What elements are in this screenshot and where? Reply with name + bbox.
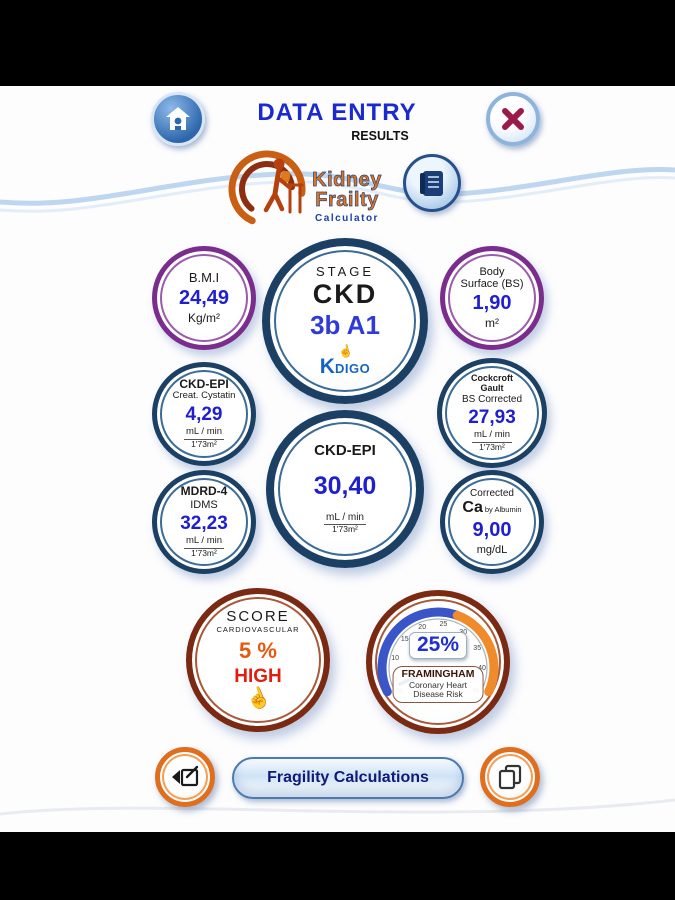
corrected-ca-label-2: by Albumin bbox=[484, 505, 522, 515]
svg-text:40: 40 bbox=[478, 665, 486, 672]
svg-text:20: 20 bbox=[418, 624, 426, 631]
cockcroft-label-2: Gault bbox=[480, 383, 504, 394]
mdrd-circle: MDRD-4 IDMS 32,23 mL / min 1'73m² bbox=[152, 470, 256, 574]
app-content: DATA ENTRY RESULTS Kidney Frailty bbox=[0, 86, 675, 832]
letterbox-top bbox=[0, 0, 675, 86]
page-subtitle: RESULTS bbox=[351, 129, 409, 143]
close-icon bbox=[502, 108, 524, 130]
kdigo-logo: ☝ K DIGO bbox=[319, 343, 371, 379]
ckd-epi-unit: mL / min 1'73m² bbox=[324, 511, 366, 535]
fragility-calculations-button[interactable]: Fragility Calculations bbox=[232, 757, 464, 799]
manual-button[interactable] bbox=[403, 154, 461, 212]
mdrd-value: 32,23 bbox=[180, 512, 228, 534]
ckd-epi-label: CKD-EPI bbox=[314, 441, 376, 459]
bmi-label: B.M.I bbox=[188, 269, 220, 285]
corrected-ca-label-1: Corrected bbox=[470, 488, 514, 500]
book-icon bbox=[420, 171, 443, 196]
tap-hand-icon: ☝ bbox=[242, 684, 274, 715]
score-status: HIGH bbox=[234, 666, 282, 688]
score-sublabel: CARDIOVASCULAR bbox=[216, 625, 300, 635]
bmi-value: 24,49 bbox=[178, 287, 230, 310]
ckd-epi-cystatin-unit: mL / min 1'73m² bbox=[183, 426, 225, 450]
framingham-title: FRAMINGHAM bbox=[401, 668, 475, 680]
framingham-subtitle-1: Coronary Heart bbox=[408, 679, 468, 690]
corrected-ca-unit: mg/dL bbox=[476, 543, 508, 556]
ckd-epi-cystatin-label-1: CKD-EPI bbox=[179, 376, 229, 391]
back-edit-icon bbox=[172, 765, 199, 787]
letterbox-bottom bbox=[0, 832, 675, 900]
cockcroft-value: 27,93 bbox=[468, 406, 516, 428]
cockcroft-label-3: BS Corrected bbox=[461, 393, 523, 405]
body-surface-unit: m² bbox=[485, 315, 499, 330]
close-button[interactable] bbox=[486, 92, 540, 146]
body-surface-circle: Body Surface (BS) 1,90 m² bbox=[440, 246, 544, 350]
kdigo-k: K bbox=[319, 355, 335, 379]
ckd-stage-circle[interactable]: STAGE CKD 3b A1 ☝ K DIGO bbox=[262, 238, 428, 404]
back-edit-button[interactable] bbox=[155, 747, 215, 807]
kdigo-igo: DIGO bbox=[334, 361, 371, 377]
svg-text:35: 35 bbox=[473, 645, 481, 652]
score-label: SCORE bbox=[226, 608, 290, 626]
stage-label: STAGE bbox=[315, 263, 375, 279]
kidney-frailty-logo bbox=[222, 142, 317, 234]
stage-value: 3b A1 bbox=[310, 310, 380, 341]
walker-person-icon bbox=[228, 150, 306, 228]
logo-frailty: Frailty bbox=[315, 189, 379, 212]
ckd-epi-cystatin-circle: CKD-EPI Creat. Cystatin 4,29 mL / min 1'… bbox=[152, 362, 256, 466]
ckd-epi-circle: CKD-EPI 30,40 mL / min 1'73m² bbox=[266, 410, 424, 568]
copy-icon bbox=[498, 764, 522, 790]
framingham-subtitle-2: Disease Risk bbox=[413, 689, 463, 700]
home-button[interactable] bbox=[151, 92, 205, 146]
corrected-ca-element: Ca bbox=[462, 499, 483, 517]
copy-button[interactable] bbox=[480, 747, 540, 807]
logo-calculator: Calculator bbox=[315, 212, 379, 224]
corrected-ca-circle: Corrected Ca by Albumin 9,00 mg/dL bbox=[440, 470, 544, 574]
logo-wordmark: Kidney Frailty Calculator bbox=[292, 169, 402, 224]
cockcroft-gault-circle: Cockcroft Gault BS Corrected 27,93 mL / … bbox=[437, 358, 547, 468]
framingham-label: FRAMINGHAM Coronary Heart Disease Risk bbox=[392, 666, 484, 703]
framingham-circle[interactable]: 5 10 15 20 25 30 35 40 % % 25% FRAMINGHA… bbox=[366, 590, 510, 734]
corrected-ca-value: 9,00 bbox=[472, 519, 512, 542]
page-title: DATA ENTRY bbox=[257, 99, 417, 126]
bmi-unit: Kg/m² bbox=[187, 310, 220, 325]
logo-kidney: Kidney bbox=[312, 169, 382, 191]
ckd-epi-cystatin-value: 4,29 bbox=[185, 404, 223, 426]
bmi-result-circle: B.M.I 24,49 Kg/m² bbox=[152, 246, 256, 350]
cardio-score-circle[interactable]: SCORE CARDIOVASCULAR 5 % HIGH ☝ bbox=[186, 588, 330, 732]
stage-disease: CKD bbox=[312, 279, 378, 310]
body-surface-label-1: Body bbox=[479, 265, 505, 278]
framingham-value: 25% bbox=[408, 632, 468, 659]
cockcroft-unit: mL / min 1'73m² bbox=[471, 428, 513, 452]
ckd-epi-cystatin-label-2: Creat. Cystatin bbox=[172, 390, 236, 402]
mdrd-unit: mL / min 1'73m² bbox=[183, 535, 225, 559]
svg-text:25: 25 bbox=[440, 621, 448, 628]
mdrd-label-2: IDMS bbox=[190, 498, 218, 511]
body-surface-value: 1,90 bbox=[472, 292, 512, 315]
kdigo-hand-icon: ☝ bbox=[336, 343, 354, 360]
cockcroft-label-1: Cockcroft bbox=[470, 373, 513, 384]
home-icon bbox=[166, 107, 190, 130]
risk-gauge: 5 10 15 20 25 30 35 40 % % bbox=[377, 607, 499, 697]
svg-text:10: 10 bbox=[391, 655, 399, 662]
ckd-epi-value: 30,40 bbox=[313, 471, 377, 500]
svg-text:15: 15 bbox=[401, 636, 409, 643]
score-value: 5 % bbox=[239, 638, 277, 664]
body-surface-label-2: Surface (BS) bbox=[460, 278, 524, 291]
mdrd-label-1: MDRD-4 bbox=[180, 484, 228, 499]
